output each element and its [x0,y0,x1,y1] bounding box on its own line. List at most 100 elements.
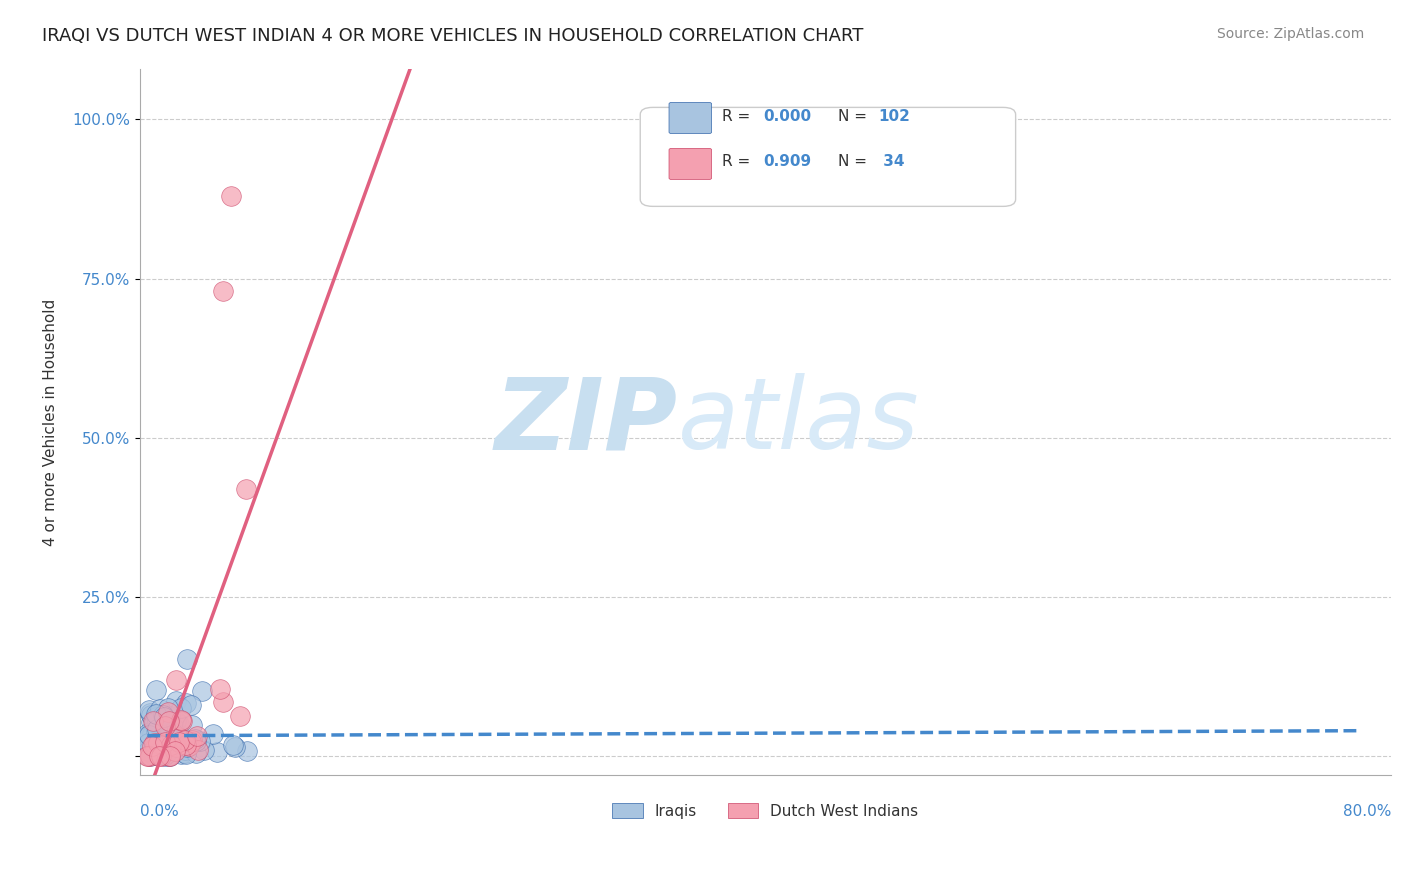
FancyBboxPatch shape [669,148,711,179]
Point [160,738,183,752]
FancyBboxPatch shape [640,107,1015,206]
Text: atlas: atlas [678,374,920,470]
Point [139,714,162,729]
Point [143,714,166,729]
Point [149,710,172,724]
Point [143,719,166,733]
Point [162,726,184,740]
Point [136,735,159,749]
Point [148,731,170,746]
Point [236,744,259,758]
Point [180,735,202,749]
Point [145,730,167,744]
Point [159,748,181,763]
Point [146,714,169,728]
Point [159,710,181,724]
Point [136,725,159,739]
Point [157,705,180,719]
Point [145,726,167,740]
Point [184,732,207,747]
Point [169,728,191,742]
Point [157,749,180,764]
Point [157,744,180,758]
Point [138,728,160,742]
Point [167,735,190,749]
Point [138,728,160,742]
Point [205,745,228,759]
Point [145,746,167,760]
Point [146,736,169,750]
Text: 0.909: 0.909 [763,154,811,169]
Point [138,703,160,717]
Point [193,743,215,757]
Point [212,695,235,709]
Point [145,710,167,724]
Point [165,714,187,728]
Point [145,733,167,747]
Point [145,734,167,748]
Point [176,740,198,755]
Point [229,709,252,723]
Point [208,682,231,697]
Point [174,696,197,710]
Point [143,738,166,752]
Point [155,747,177,761]
Point [139,749,162,764]
Point [138,731,160,745]
Text: 80.0%: 80.0% [1343,804,1391,819]
Text: N =: N = [838,154,872,169]
Point [136,744,159,758]
Point [180,698,202,713]
Text: 0.000: 0.000 [763,109,811,124]
Point [141,740,163,755]
Point [165,739,187,754]
Text: N =: N = [838,109,872,124]
Point [146,745,169,759]
Point [184,733,207,747]
Point [139,708,162,723]
Point [224,740,246,755]
Point [188,734,211,748]
Point [153,737,176,751]
Point [173,743,195,757]
Point [145,725,167,739]
Point [165,744,187,758]
Point [148,728,170,742]
Point [152,727,174,741]
Point [180,718,202,732]
Point [143,735,166,749]
Point [186,729,208,743]
Point [142,748,165,763]
Point [155,717,177,731]
Point [136,749,159,764]
Point [153,747,176,761]
Point [186,747,208,761]
Point [157,744,180,758]
Point [166,730,188,744]
Point [150,747,173,762]
Point [149,702,172,716]
Point [174,733,197,747]
Point [136,749,159,764]
Point [181,732,204,747]
Point [176,652,198,666]
Point [142,739,165,753]
Point [190,684,212,698]
Point [136,737,159,751]
Point [141,727,163,741]
Point [142,748,165,763]
Point [201,726,224,740]
Point [148,749,170,764]
Point [150,749,173,764]
Point [149,745,172,759]
Point [235,482,257,496]
Point [146,733,169,747]
Point [138,728,160,742]
Point [153,714,176,729]
Point [156,748,179,763]
Point [152,748,174,763]
Point [174,738,197,752]
Point [141,745,163,759]
Text: R =: R = [721,109,755,124]
Text: R =: R = [721,154,755,169]
